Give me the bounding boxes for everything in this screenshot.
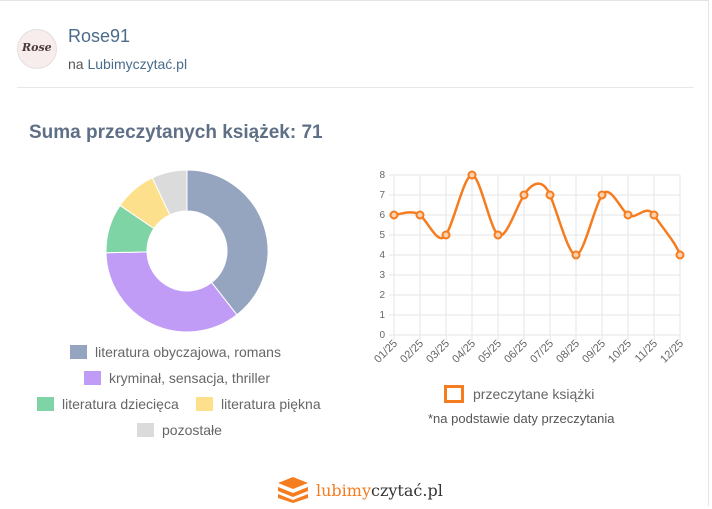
site-line: na Lubimyczytać.pl bbox=[68, 56, 187, 72]
data-point bbox=[675, 250, 685, 260]
footnote: *na podstawie daty przeczytania bbox=[428, 411, 615, 426]
y-tick-label: 2 bbox=[379, 290, 385, 301]
site-prefix: na bbox=[68, 56, 84, 72]
legend-label: literatura obyczajowa, romans bbox=[95, 344, 281, 360]
x-tick-label: 04/25 bbox=[450, 338, 478, 366]
monthly-line-chart: 01234567801/2502/2503/2504/2505/2506/250… bbox=[372, 170, 686, 366]
data-point bbox=[493, 230, 503, 240]
legend-label: kryminał, sensacja, thriller bbox=[109, 370, 271, 386]
data-point bbox=[571, 250, 581, 260]
x-tick-label: 06/25 bbox=[502, 338, 530, 366]
data-point bbox=[597, 190, 607, 200]
legend-item-obyczajowa[interactable]: literatura obyczajowa, romans bbox=[70, 344, 281, 360]
data-point bbox=[467, 170, 477, 180]
legend-swatch bbox=[196, 397, 213, 411]
x-tick-label: 01/25 bbox=[372, 338, 400, 366]
brand-text-1: lubimy bbox=[316, 480, 371, 500]
x-tick-label: 09/25 bbox=[580, 338, 608, 366]
legend-swatch bbox=[70, 345, 87, 359]
legend-label: pozostałe bbox=[162, 422, 222, 438]
donut-slice bbox=[186, 169, 269, 316]
y-tick-label: 4 bbox=[379, 250, 385, 261]
genre-donut-chart bbox=[105, 169, 269, 333]
line-legend-swatch bbox=[444, 385, 464, 403]
brand-text-2: czytać.pl bbox=[371, 480, 443, 500]
brand-logo[interactable]: lubimyczytać.pl bbox=[276, 477, 443, 503]
y-tick-label: 8 bbox=[379, 170, 385, 181]
x-tick-label: 03/25 bbox=[424, 338, 452, 366]
y-tick-label: 3 bbox=[379, 270, 385, 281]
legend-item-pozostale[interactable]: pozostałe bbox=[137, 422, 222, 438]
username-link[interactable]: Rose91 bbox=[68, 26, 131, 46]
x-tick-label: 07/25 bbox=[528, 338, 556, 366]
x-tick-label: 05/25 bbox=[476, 338, 504, 366]
user-avatar[interactable]: Rose bbox=[17, 29, 57, 69]
legend-swatch bbox=[137, 423, 154, 437]
legend-item-dziecieca[interactable]: literatura dziecięca bbox=[37, 396, 179, 412]
y-tick-label: 5 bbox=[379, 230, 385, 241]
y-tick-label: 1 bbox=[379, 310, 385, 321]
x-tick-label: 10/25 bbox=[606, 338, 634, 366]
avatar-text: Rose bbox=[22, 41, 52, 54]
line-legend-item[interactable]: przeczytane książki bbox=[444, 385, 594, 403]
x-tick-label: 12/25 bbox=[658, 338, 686, 366]
legend-swatch bbox=[37, 397, 54, 411]
legend-swatch bbox=[84, 371, 101, 385]
legend-label: literatura piękna bbox=[221, 396, 321, 412]
legend-item-piekna[interactable]: literatura piękna bbox=[196, 396, 321, 412]
y-tick-label: 7 bbox=[379, 190, 385, 201]
data-point bbox=[389, 210, 399, 220]
header-divider bbox=[17, 87, 694, 88]
data-point bbox=[545, 190, 555, 200]
legend-item-kryminal[interactable]: kryminał, sensacja, thriller bbox=[84, 370, 270, 386]
data-point bbox=[441, 230, 451, 240]
donut-slice bbox=[105, 251, 238, 333]
x-tick-label: 11/25 bbox=[633, 338, 660, 365]
donut-slice bbox=[151, 169, 188, 216]
legend-label: literatura dziecięca bbox=[62, 396, 179, 412]
y-tick-label: 6 bbox=[379, 210, 385, 221]
brand-text: lubimyczytać.pl bbox=[316, 481, 443, 500]
x-tick-label: 02/25 bbox=[398, 338, 426, 366]
summary-title: Suma przeczytanych książek: 71 bbox=[29, 122, 323, 143]
x-tick-label: 08/25 bbox=[554, 338, 582, 366]
books-icon bbox=[278, 477, 308, 503]
data-point bbox=[415, 210, 425, 220]
data-point bbox=[623, 210, 633, 220]
site-link[interactable]: Lubimyczytać.pl bbox=[87, 56, 188, 72]
y-tick-label: 0 bbox=[379, 330, 385, 341]
data-point bbox=[519, 190, 529, 200]
data-point bbox=[649, 210, 659, 220]
line-legend-label: przeczytane książki bbox=[473, 386, 595, 402]
